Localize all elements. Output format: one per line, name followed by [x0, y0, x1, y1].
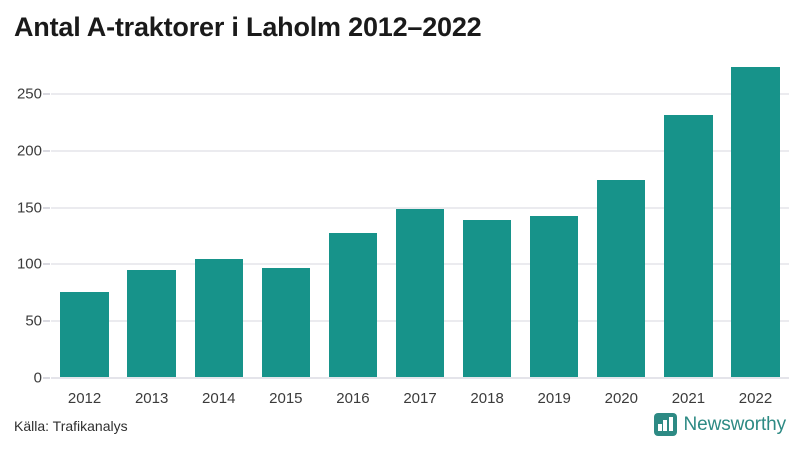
bar-slot [521, 93, 588, 377]
bar-slot [185, 93, 252, 377]
x-axis-tick-label: 2013 [134, 390, 169, 407]
bar[interactable] [530, 215, 579, 377]
x-axis-tick-label: 2018 [470, 390, 504, 407]
bar[interactable] [664, 114, 713, 377]
y-axis-tick-mark [43, 263, 50, 266]
bar-slot [118, 93, 185, 377]
bar-slot [454, 93, 521, 377]
x-axis-tick-label: 2022 [738, 390, 773, 407]
x-axis-tick-labels: 2012 2013 2014 2015 2016 2017 2018 2019 2020 2021… [51, 377, 789, 407]
bar[interactable] [731, 66, 780, 377]
y-axis-tick-label: 250 [16, 85, 42, 103]
y-axis-tick-mark [43, 149, 50, 152]
y-axis-tick-mark [43, 206, 50, 209]
y-axis-tick-mark [43, 93, 50, 95]
bar-slot [51, 93, 118, 377]
bar-series [51, 66, 789, 377]
gridline: 0 [34, 370, 789, 387]
bar[interactable] [462, 220, 512, 377]
bar[interactable] [194, 258, 243, 377]
y-axis-tick-label: 100 [16, 255, 42, 273]
x-axis-tick-label: 2020 [604, 390, 638, 407]
bar[interactable] [597, 180, 646, 377]
x-axis-tick-label: 2015 [269, 390, 303, 407]
source-note: Källa: Trafikanalys [14, 418, 128, 434]
chart-title: Antal A-traktorer i Laholm 2012–2022 [14, 12, 482, 42]
brand-name-label: Newsworthy [683, 413, 787, 435]
bar[interactable] [261, 267, 310, 377]
x-axis-tick-label: 2014 [202, 390, 236, 407]
gridline: 250 [17, 86, 789, 103]
bar[interactable] [127, 270, 176, 377]
bar-slot [655, 93, 722, 377]
gridline: 150 [17, 199, 789, 216]
y-axis-tick-label: 0 [33, 369, 42, 387]
bar-slot [722, 66, 789, 377]
bar-slot [319, 93, 386, 377]
gridline: 200 [17, 142, 789, 159]
y-axis-tick-label: 200 [16, 142, 42, 160]
bar[interactable] [60, 291, 109, 377]
x-axis-tick-label: 2019 [537, 390, 571, 407]
plot-wrapper: 0 50 100 150 200 250 [0, 60, 800, 390]
x-axis-tick-label: 2012 [67, 390, 102, 407]
plot-area: 0 50 100 150 200 250 [17, 66, 789, 387]
x-axis-tick-label: 2021 [671, 390, 706, 407]
bar-slot [252, 93, 319, 377]
bar-slot [386, 93, 453, 377]
y-axis-tick-mark [43, 320, 50, 323]
y-axis-tick-label: 150 [16, 199, 42, 217]
y-axis-tick-mark [43, 377, 50, 379]
bar-slot [588, 93, 655, 377]
x-axis-tick-label: 2017 [403, 390, 437, 407]
newsworthy-logo: Newsworthy [653, 413, 787, 436]
x-axis-tick-label: 2016 [336, 390, 370, 407]
bar[interactable] [395, 208, 445, 377]
y-axis-tick-label: 50 [25, 312, 42, 330]
bar[interactable] [328, 232, 378, 377]
bar-chart-icon [653, 413, 677, 436]
chart-footer: Källa: Trafikanalys Newsworthy [0, 404, 800, 450]
